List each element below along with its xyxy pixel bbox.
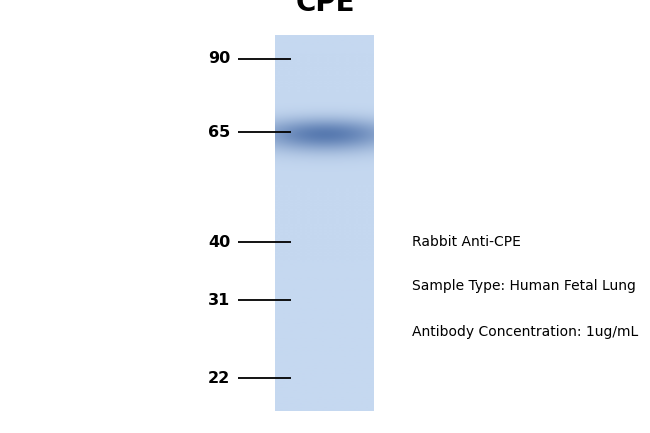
Text: 65: 65 [208,125,230,140]
Text: 40: 40 [208,235,230,250]
Text: 22: 22 [208,371,230,386]
Text: Sample Type: Human Fetal Lung: Sample Type: Human Fetal Lung [412,279,636,293]
Text: 31: 31 [208,293,230,308]
Text: 90: 90 [208,51,230,66]
Text: CPE: CPE [295,0,355,17]
Text: Rabbit Anti-CPE: Rabbit Anti-CPE [412,236,521,249]
Text: Antibody Concentration: 1ug/mL: Antibody Concentration: 1ug/mL [412,325,638,339]
